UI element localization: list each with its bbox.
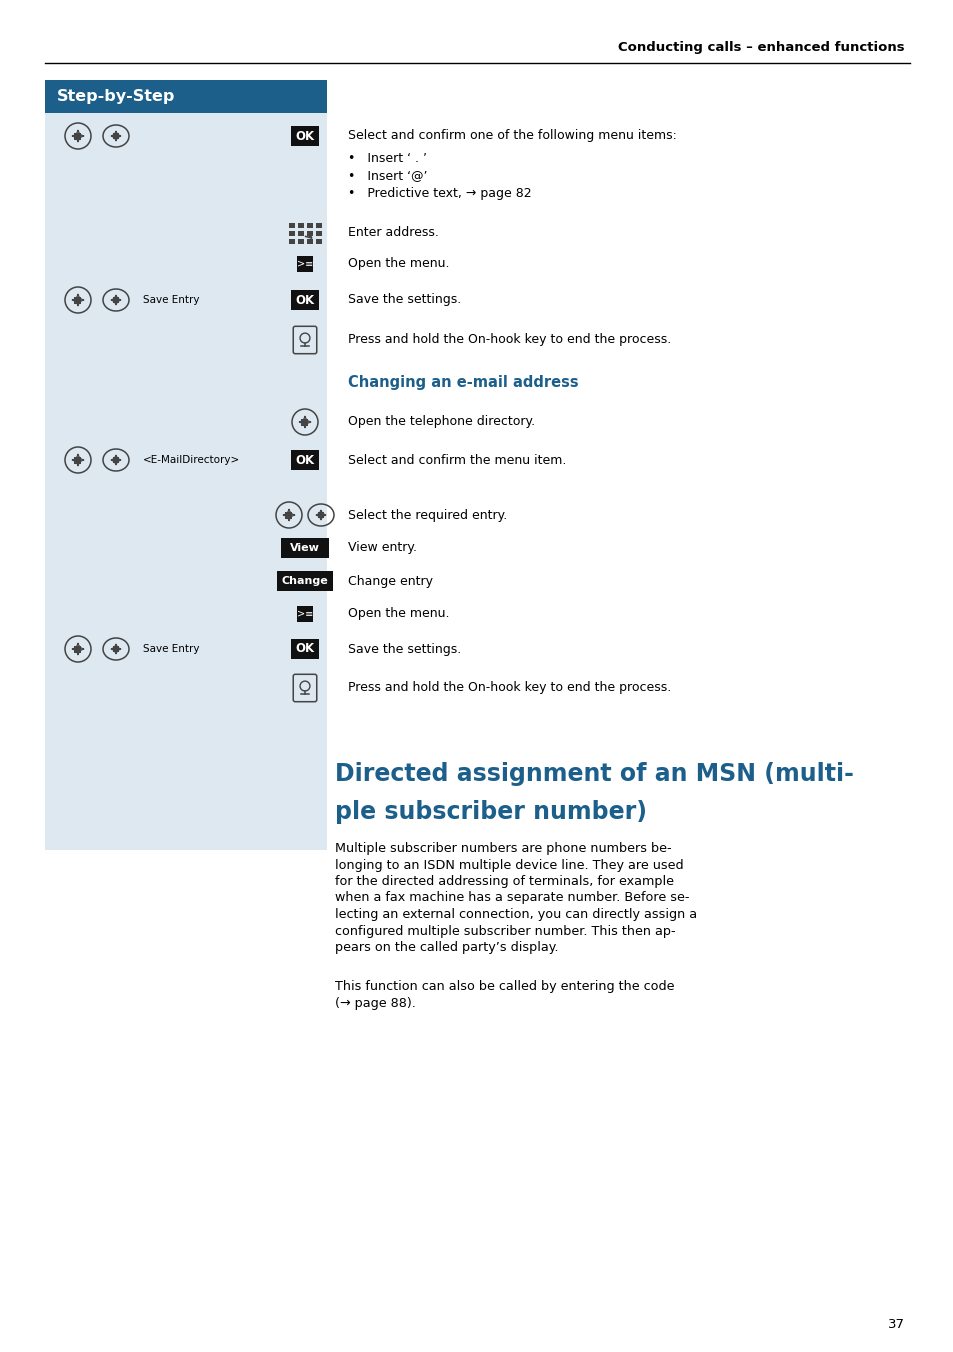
FancyBboxPatch shape (74, 457, 81, 464)
Text: Change: Change (281, 576, 328, 585)
Text: This function can also be called by entering the code: This function can also be called by ente… (335, 980, 674, 992)
FancyBboxPatch shape (297, 239, 304, 245)
FancyBboxPatch shape (74, 296, 81, 303)
Text: Press and hold the On-hook key to end the process.: Press and hold the On-hook key to end th… (348, 334, 671, 346)
Text: <E-MailDirectory>: <E-MailDirectory> (143, 456, 240, 465)
FancyBboxPatch shape (315, 223, 322, 228)
FancyBboxPatch shape (296, 256, 313, 272)
Text: >≡: >≡ (296, 260, 313, 269)
FancyBboxPatch shape (281, 538, 329, 558)
FancyBboxPatch shape (306, 223, 313, 228)
FancyBboxPatch shape (291, 450, 318, 470)
FancyBboxPatch shape (112, 132, 119, 139)
Text: View: View (290, 544, 319, 553)
Text: Save Entry: Save Entry (143, 644, 199, 654)
FancyBboxPatch shape (289, 231, 295, 237)
Text: •   Insert ‘@’: • Insert ‘@’ (348, 169, 427, 183)
Text: 37: 37 (887, 1318, 904, 1332)
Text: Changing an e-mail address: Changing an e-mail address (348, 375, 578, 389)
FancyBboxPatch shape (301, 419, 308, 426)
FancyBboxPatch shape (112, 297, 119, 303)
FancyBboxPatch shape (317, 512, 324, 518)
FancyBboxPatch shape (315, 231, 322, 237)
FancyBboxPatch shape (291, 639, 318, 658)
FancyBboxPatch shape (74, 132, 81, 139)
Text: when a fax machine has a separate number. Before se-: when a fax machine has a separate number… (335, 891, 689, 904)
Text: Select the required entry.: Select the required entry. (348, 508, 507, 522)
Text: Step-by-Step: Step-by-Step (57, 89, 175, 104)
Text: ple subscriber number): ple subscriber number) (335, 800, 646, 823)
FancyBboxPatch shape (306, 231, 313, 237)
FancyBboxPatch shape (285, 511, 293, 519)
Text: Enter address.: Enter address. (348, 226, 438, 238)
Text: lecting an external connection, you can directly assign a: lecting an external connection, you can … (335, 909, 697, 921)
Text: Select and confirm the menu item.: Select and confirm the menu item. (348, 453, 566, 466)
Text: •   Predictive text, → page 82: • Predictive text, → page 82 (348, 188, 531, 200)
FancyBboxPatch shape (289, 239, 295, 245)
Text: Open the menu.: Open the menu. (348, 257, 449, 270)
Text: Save the settings.: Save the settings. (348, 293, 460, 307)
FancyBboxPatch shape (112, 457, 119, 462)
Text: Open the menu.: Open the menu. (348, 607, 449, 621)
FancyBboxPatch shape (296, 606, 313, 622)
FancyBboxPatch shape (45, 114, 327, 850)
Text: longing to an ISDN multiple device line. They are used: longing to an ISDN multiple device line.… (335, 859, 683, 872)
Text: configured multiple subscriber number. This then ap-: configured multiple subscriber number. T… (335, 925, 675, 937)
FancyBboxPatch shape (45, 80, 327, 114)
FancyBboxPatch shape (297, 231, 304, 237)
FancyBboxPatch shape (112, 646, 119, 652)
Text: View entry.: View entry. (348, 542, 416, 554)
Text: >≡: >≡ (296, 608, 313, 619)
Text: OK: OK (295, 293, 314, 307)
Text: Press and hold the On-hook key to end the process.: Press and hold the On-hook key to end th… (348, 681, 671, 695)
FancyBboxPatch shape (276, 571, 333, 591)
FancyBboxPatch shape (289, 223, 295, 228)
Text: •   Insert ‘ . ’: • Insert ‘ . ’ (348, 151, 427, 165)
Text: Save Entry: Save Entry (143, 295, 199, 306)
FancyBboxPatch shape (74, 645, 81, 653)
Text: pears on the called party’s display.: pears on the called party’s display. (335, 941, 558, 955)
Text: (→ page 88).: (→ page 88). (335, 996, 416, 1010)
Text: Open the telephone directory.: Open the telephone directory. (348, 415, 535, 429)
Text: Directed assignment of an MSN (multi-: Directed assignment of an MSN (multi- (335, 763, 853, 786)
FancyBboxPatch shape (315, 239, 322, 245)
Text: OK: OK (295, 642, 314, 656)
Text: OK: OK (295, 453, 314, 466)
FancyBboxPatch shape (297, 223, 304, 228)
FancyBboxPatch shape (291, 126, 318, 146)
Text: OK: OK (295, 130, 314, 142)
Text: Multiple subscriber numbers are phone numbers be-: Multiple subscriber numbers are phone nu… (335, 842, 671, 854)
Text: Change entry: Change entry (348, 575, 433, 588)
Text: Conducting calls – enhanced functions: Conducting calls – enhanced functions (618, 41, 904, 54)
FancyBboxPatch shape (306, 239, 313, 245)
Text: Save the settings.: Save the settings. (348, 642, 460, 656)
Text: Select and confirm one of the following menu items:: Select and confirm one of the following … (348, 130, 677, 142)
FancyBboxPatch shape (291, 289, 318, 310)
Text: for the directed addressing of terminals, for example: for the directed addressing of terminals… (335, 875, 673, 888)
